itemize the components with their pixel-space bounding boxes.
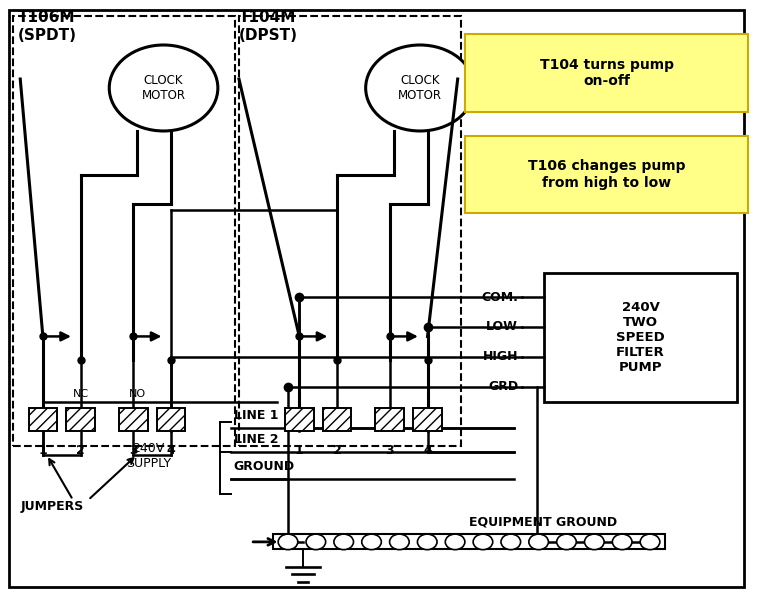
- Bar: [322, 408, 351, 431]
- Text: 2: 2: [76, 444, 85, 457]
- Text: T104 turns pump
on-off: T104 turns pump on-off: [540, 58, 674, 88]
- Text: T104M
(DPST): T104M (DPST): [239, 10, 298, 43]
- Text: NC: NC: [73, 389, 89, 399]
- Circle shape: [584, 534, 604, 550]
- Text: COM.: COM.: [481, 290, 518, 304]
- Circle shape: [473, 534, 493, 550]
- Bar: [544, 273, 737, 401]
- Bar: [157, 408, 185, 431]
- Circle shape: [612, 534, 632, 550]
- Bar: [67, 408, 95, 431]
- Text: CLOCK
MOTOR: CLOCK MOTOR: [142, 74, 185, 102]
- Text: LINE 1: LINE 1: [234, 409, 278, 422]
- Text: LOW: LOW: [486, 320, 518, 334]
- Circle shape: [362, 534, 382, 550]
- Bar: [29, 408, 58, 431]
- Text: 3: 3: [129, 444, 138, 457]
- Circle shape: [278, 534, 298, 550]
- Bar: [119, 408, 148, 431]
- Circle shape: [556, 534, 576, 550]
- Bar: [67, 408, 95, 431]
- Circle shape: [501, 534, 521, 550]
- Text: 4: 4: [167, 444, 176, 457]
- Circle shape: [445, 534, 465, 550]
- Bar: [413, 408, 442, 431]
- Bar: [29, 408, 58, 431]
- Bar: [285, 408, 313, 431]
- Text: GRD: GRD: [488, 380, 518, 393]
- Text: 240V
SUPPLY: 240V SUPPLY: [126, 442, 171, 470]
- Circle shape: [529, 534, 548, 550]
- Circle shape: [306, 534, 326, 550]
- Text: 1: 1: [39, 444, 47, 457]
- Circle shape: [390, 534, 410, 550]
- Bar: [119, 408, 148, 431]
- Text: 4: 4: [423, 444, 432, 457]
- Text: EQUIPMENT GROUND: EQUIPMENT GROUND: [469, 515, 617, 529]
- Text: LINE 2: LINE 2: [234, 433, 278, 446]
- Text: CLOCK
MOTOR: CLOCK MOTOR: [398, 74, 442, 102]
- Circle shape: [417, 534, 437, 550]
- Text: 2: 2: [332, 444, 341, 457]
- Text: NO: NO: [129, 389, 145, 399]
- Bar: [322, 408, 351, 431]
- Text: JUMPERS: JUMPERS: [20, 500, 83, 512]
- Bar: [273, 535, 665, 550]
- Bar: [375, 408, 404, 431]
- Circle shape: [366, 45, 475, 131]
- Text: 1: 1: [295, 444, 304, 457]
- Text: HIGH: HIGH: [482, 350, 518, 363]
- Circle shape: [109, 45, 218, 131]
- Text: GROUND: GROUND: [234, 460, 294, 473]
- FancyBboxPatch shape: [466, 34, 748, 112]
- Bar: [239, 16, 462, 446]
- Bar: [285, 408, 313, 431]
- Circle shape: [334, 534, 354, 550]
- FancyBboxPatch shape: [466, 136, 748, 214]
- Text: T106M
(SPDT): T106M (SPDT): [18, 10, 77, 43]
- Text: 3: 3: [385, 444, 394, 457]
- Bar: [413, 408, 442, 431]
- Bar: [13, 16, 235, 446]
- Bar: [375, 408, 404, 431]
- Bar: [157, 408, 185, 431]
- Text: 240V
TWO
SPEED
FILTER
PUMP: 240V TWO SPEED FILTER PUMP: [616, 301, 665, 374]
- Circle shape: [640, 534, 660, 550]
- Text: T106 changes pump
from high to low: T106 changes pump from high to low: [528, 160, 685, 190]
